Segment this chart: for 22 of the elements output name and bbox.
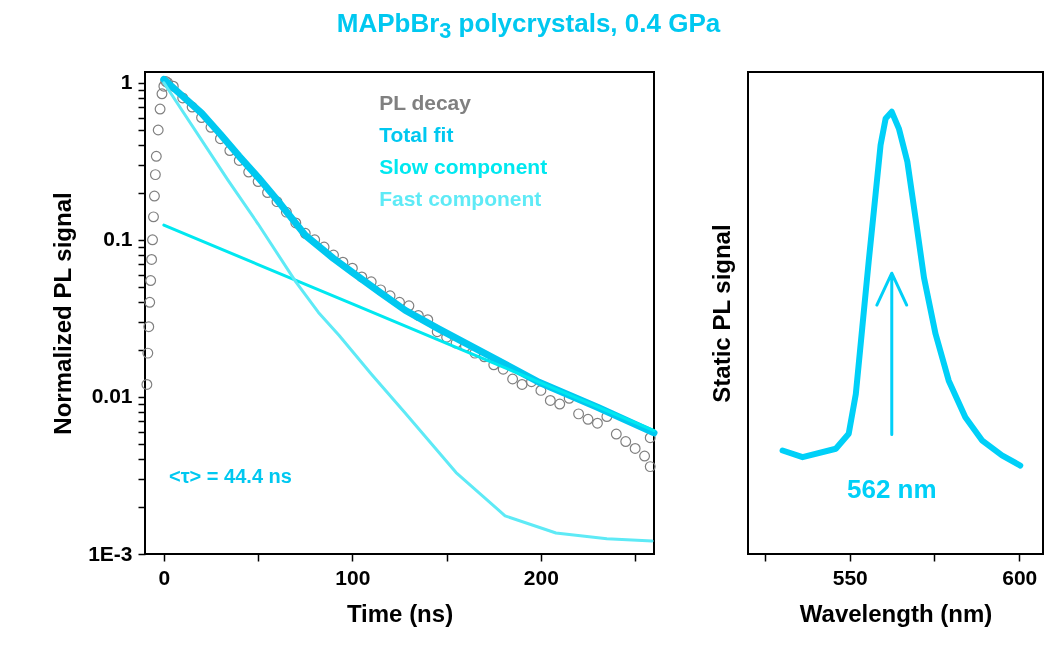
x-tick-label: 550 xyxy=(832,565,868,589)
x-tick-label: 0 xyxy=(158,565,171,589)
annotation: <τ> = 44.4 ns xyxy=(169,464,292,487)
y-tick-label: 0.01 xyxy=(91,384,133,408)
x-axis-title: Wavelength (nm) xyxy=(799,599,993,627)
text: PL decay xyxy=(379,91,472,114)
y-tick-label: 1 xyxy=(120,70,133,94)
annotation: 562 nm xyxy=(846,473,937,504)
x-tick-label: 200 xyxy=(523,565,559,589)
line-series xyxy=(162,223,656,433)
chart-title: MAPbBr$_{3}$ polycrystals, 0.4 GPa xyxy=(335,8,722,45)
y-tick-label: 0.1 xyxy=(103,227,133,251)
y-tick-label: 1E-3 xyxy=(88,541,133,565)
line-series xyxy=(162,81,654,543)
x-axis-title: Time (ns) xyxy=(346,599,454,627)
x-tick-label: 100 xyxy=(335,565,371,589)
text: Fast component xyxy=(379,187,542,210)
x-tick-label: 600 xyxy=(1002,565,1038,589)
text: Slow component xyxy=(379,155,548,178)
text: Total fit xyxy=(379,123,454,146)
y-axis-title: Static PL signal xyxy=(707,224,735,403)
y-axis-title: Normalized PL signal xyxy=(49,192,77,435)
